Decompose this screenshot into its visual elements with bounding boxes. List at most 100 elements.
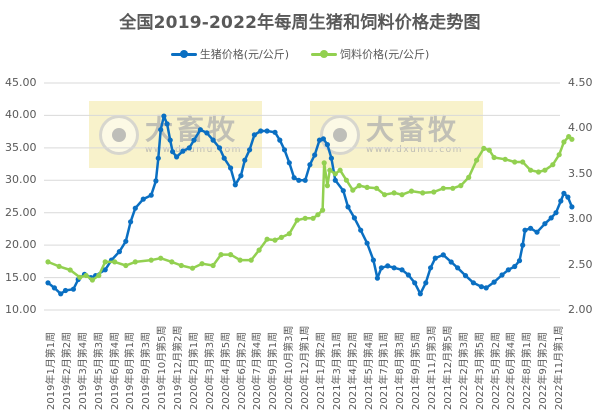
x-tick-label: 2019年12月第2周: [173, 325, 184, 410]
data-point: [155, 155, 161, 161]
data-point: [320, 207, 326, 213]
y-tick-right: 4.00: [568, 121, 593, 135]
data-point: [412, 280, 418, 286]
data-point: [296, 177, 302, 183]
legend-item-pig-price[interactable]: 生猪价格(元/公斤): [170, 46, 289, 62]
data-point: [302, 215, 308, 221]
data-point: [432, 255, 438, 261]
y-tick-right: 2.50: [568, 257, 593, 271]
data-point: [337, 167, 343, 173]
data-point: [199, 261, 205, 267]
data-point: [478, 284, 484, 290]
x-tick-label: 2021年4月第2周: [347, 331, 359, 410]
data-point: [216, 145, 223, 151]
data-point: [462, 273, 469, 279]
data-point: [556, 152, 562, 158]
x-tick-label: 2020年3月第3周: [204, 331, 216, 410]
data-point: [516, 258, 523, 264]
x-tick-label: 2019年9月第3周: [141, 331, 153, 410]
data-point: [324, 183, 330, 189]
data-point: [569, 136, 575, 142]
data-point: [83, 272, 89, 279]
data-point: [340, 188, 346, 194]
data-point: [534, 229, 540, 235]
data-point: [112, 259, 118, 265]
data-point: [228, 252, 234, 258]
data-point: [180, 148, 186, 154]
data-point: [553, 210, 559, 216]
data-point: [486, 147, 492, 153]
data-point: [272, 237, 278, 243]
data-point: [158, 255, 164, 261]
data-point: [315, 212, 321, 218]
watermark-url: www.dxumu.com: [366, 144, 463, 155]
data-point: [420, 190, 426, 196]
data-point: [399, 267, 405, 273]
x-tick-label: 2020年7月第4周: [252, 331, 264, 410]
x-tick-label: 2019年5月第3周: [93, 331, 105, 410]
data-point: [343, 177, 349, 183]
data-point: [178, 262, 184, 269]
x-tick-label: 2020年2月第1周: [188, 331, 200, 410]
data-point: [56, 263, 62, 269]
y-tick-left: 10.00: [5, 303, 37, 316]
data-point: [204, 130, 210, 136]
data-point: [358, 227, 364, 233]
x-tick-label: 2020年9月第1周: [268, 331, 280, 410]
data-point: [505, 267, 511, 273]
data-point: [470, 280, 476, 286]
data-point: [332, 171, 338, 177]
y-tick-right: 4.50: [568, 76, 593, 89]
data-point: [512, 263, 518, 270]
x-tick-label: 2022年3月第5周: [474, 331, 486, 410]
data-point: [140, 196, 146, 202]
data-point: [242, 157, 248, 163]
data-point: [520, 242, 526, 248]
data-point: [499, 272, 505, 278]
data-point: [238, 173, 244, 179]
data-point: [281, 147, 288, 153]
data-point: [251, 132, 257, 138]
data-point: [491, 279, 497, 285]
data-point: [423, 280, 429, 286]
legend-item-feed-price[interactable]: 饲料价格(元/公斤): [311, 46, 429, 62]
x-tick-label: 2019年2月第2周: [61, 331, 73, 410]
data-point: [345, 204, 351, 210]
data-point: [307, 162, 313, 168]
data-point: [321, 160, 327, 166]
x-tick-label: 2021年8月第3周: [395, 331, 407, 410]
data-point: [128, 219, 134, 225]
x-tick-label: 2022年6月第4周: [506, 331, 518, 410]
data-point: [96, 272, 102, 279]
data-point: [148, 192, 154, 198]
data-point: [45, 259, 51, 265]
data-point: [102, 267, 108, 273]
y-tick-right: 3.50: [568, 166, 593, 180]
data-point: [356, 183, 362, 189]
data-point: [382, 192, 388, 198]
x-tick-label: 2019年6月第4周: [109, 331, 121, 410]
data-point: [466, 174, 472, 180]
x-tick-label: 2022年8月第1周: [522, 331, 534, 410]
x-tick-label: 2019年8月第1周: [125, 331, 137, 410]
gridlines: [44, 82, 560, 311]
x-tick-label: 2021年7月第1周: [379, 331, 391, 410]
data-point: [132, 259, 138, 265]
data-point: [450, 185, 456, 191]
x-tick-label: 2021年11月第3周: [427, 325, 438, 410]
x-tick-label: 2020年4月第5周: [220, 331, 232, 410]
data-point: [186, 145, 192, 151]
data-point: [374, 185, 380, 191]
x-tick-label: 2021年12月第5周: [442, 325, 454, 410]
y-tick-left: 40.00: [5, 108, 37, 122]
y-tick-left: 35.00: [5, 140, 37, 154]
data-point: [522, 227, 528, 233]
data-point: [351, 215, 357, 221]
data-point: [272, 129, 278, 135]
data-point: [316, 137, 323, 143]
data-point: [197, 127, 203, 133]
data-point: [132, 205, 138, 211]
data-point: [455, 265, 461, 271]
data-point: [167, 137, 173, 143]
watermark-url: www.dxumu.com: [145, 144, 242, 155]
